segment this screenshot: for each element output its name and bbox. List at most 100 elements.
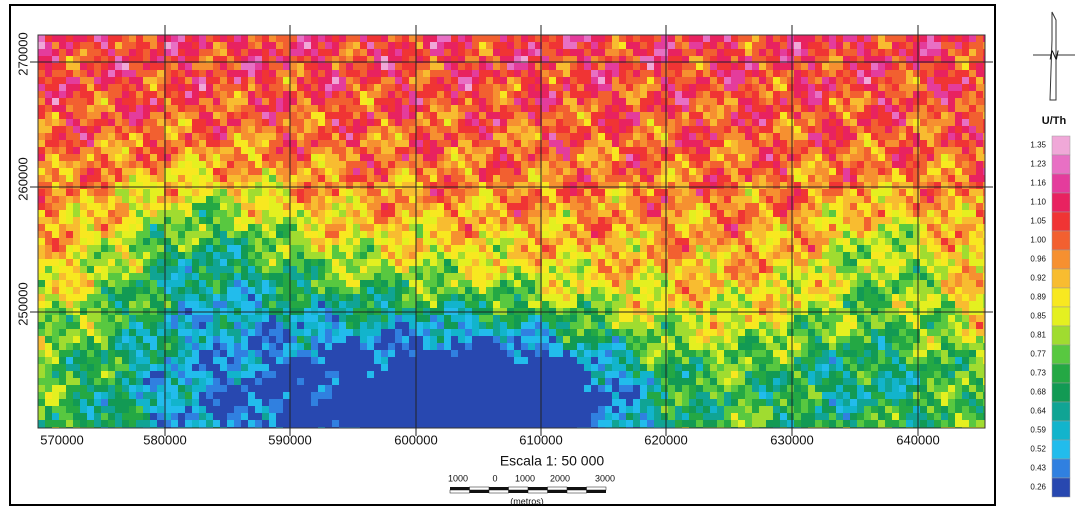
raster-cell — [836, 266, 843, 273]
raster-cell — [857, 245, 864, 252]
raster-cell — [192, 161, 199, 168]
raster-cell — [766, 231, 773, 238]
raster-cell — [52, 84, 59, 91]
raster-cell — [710, 280, 717, 287]
raster-cell — [199, 217, 206, 224]
raster-cell — [871, 140, 878, 147]
raster-cell — [759, 266, 766, 273]
raster-cell — [409, 182, 416, 189]
raster-cell — [766, 140, 773, 147]
raster-cell — [94, 91, 101, 98]
raster-cell — [654, 140, 661, 147]
raster-cell — [787, 252, 794, 259]
raster-cell — [486, 42, 493, 49]
raster-cell — [843, 266, 850, 273]
raster-cell — [612, 140, 619, 147]
raster-cell — [38, 182, 45, 189]
raster-cell — [836, 259, 843, 266]
raster-cell — [696, 189, 703, 196]
raster-cell — [45, 98, 52, 105]
raster-cell — [962, 175, 969, 182]
raster-cell — [269, 140, 276, 147]
raster-cell — [388, 231, 395, 238]
raster-cell — [493, 140, 500, 147]
raster-cell — [941, 119, 948, 126]
raster-cell — [724, 280, 731, 287]
raster-cell — [500, 119, 507, 126]
raster-cell — [829, 98, 836, 105]
raster-cell — [696, 35, 703, 42]
raster-cell — [745, 35, 752, 42]
raster-cell — [675, 140, 682, 147]
raster-cell — [220, 154, 227, 161]
raster-cell — [122, 112, 129, 119]
raster-cell — [612, 196, 619, 203]
raster-cell — [521, 77, 528, 84]
raster-cell — [325, 84, 332, 91]
raster-cell — [913, 210, 920, 217]
raster-cell — [850, 98, 857, 105]
raster-cell — [619, 182, 626, 189]
raster-cell — [444, 147, 451, 154]
raster-cell — [766, 91, 773, 98]
raster-cell — [276, 63, 283, 70]
raster-cell — [857, 63, 864, 70]
raster-cell — [458, 175, 465, 182]
raster-cell — [738, 189, 745, 196]
raster-cell — [157, 238, 164, 245]
raster-cell — [822, 42, 829, 49]
raster-cell — [486, 168, 493, 175]
raster-cell — [143, 168, 150, 175]
raster-cell — [808, 91, 815, 98]
raster-cell — [514, 217, 521, 224]
raster-cell — [752, 245, 759, 252]
raster-cell — [73, 84, 80, 91]
raster-cell — [94, 273, 101, 280]
raster-cell — [556, 133, 563, 140]
raster-cell — [647, 273, 654, 280]
raster-cell — [241, 287, 248, 294]
raster-cell — [507, 189, 514, 196]
raster-cell — [108, 273, 115, 280]
raster-cell — [724, 154, 731, 161]
raster-cell — [178, 84, 185, 91]
raster-cell — [66, 203, 73, 210]
raster-cell — [213, 77, 220, 84]
raster-cell — [171, 77, 178, 84]
raster-cell — [822, 84, 829, 91]
raster-cell — [906, 238, 913, 245]
raster-cell — [633, 35, 640, 42]
raster-cell — [325, 98, 332, 105]
raster-cell — [528, 182, 535, 189]
raster-cell — [976, 77, 983, 84]
raster-cell — [353, 49, 360, 56]
raster-cell — [297, 70, 304, 77]
raster-cell — [500, 245, 507, 252]
raster-cell — [94, 175, 101, 182]
raster-cell — [591, 231, 598, 238]
raster-cell — [234, 126, 241, 133]
raster-cell — [689, 217, 696, 224]
raster-cell — [444, 266, 451, 273]
raster-cell — [185, 203, 192, 210]
raster-cell — [668, 217, 675, 224]
raster-cell — [759, 273, 766, 280]
raster-cell — [430, 175, 437, 182]
raster-cell — [255, 98, 262, 105]
raster-cell — [423, 280, 430, 287]
raster-cell — [668, 49, 675, 56]
raster-cell — [227, 231, 234, 238]
raster-cell — [822, 231, 829, 238]
raster-cell — [703, 119, 710, 126]
raster-cell — [717, 112, 724, 119]
raster-cell — [934, 280, 941, 287]
raster-cell — [703, 287, 710, 294]
raster-cell — [633, 98, 640, 105]
raster-cell — [794, 91, 801, 98]
raster-cell — [493, 42, 500, 49]
raster-cell — [101, 133, 108, 140]
raster-cell — [549, 77, 556, 84]
raster-cell — [668, 161, 675, 168]
raster-cell — [255, 91, 262, 98]
raster-cell — [479, 35, 486, 42]
